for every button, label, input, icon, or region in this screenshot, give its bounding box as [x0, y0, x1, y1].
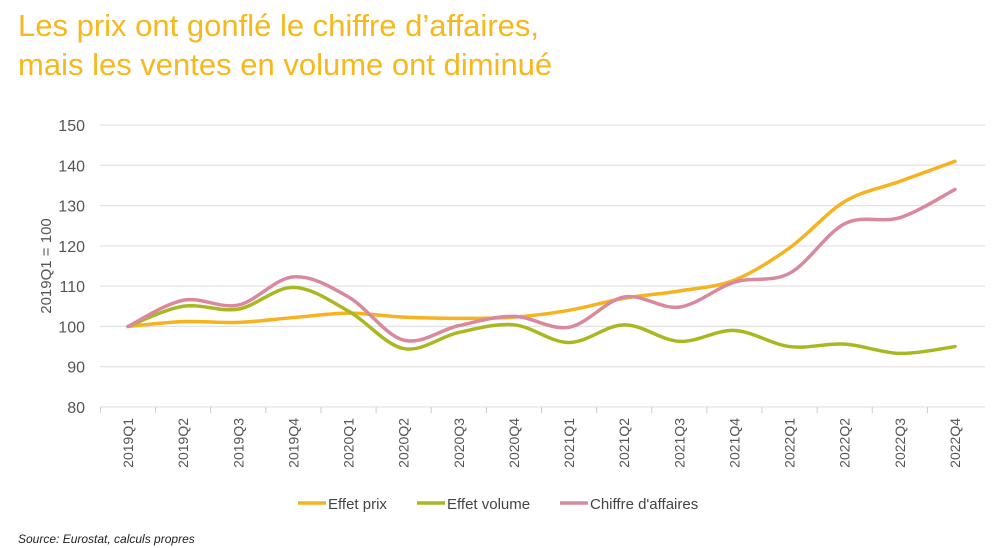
chart-title: Les prix ont gonflé le chiffre d’affaire…: [18, 6, 552, 84]
x-tick-label: 2021Q4: [726, 418, 742, 468]
legend-label: Chiffre d'affaires: [590, 496, 698, 513]
y-tick-label: 120: [58, 239, 85, 256]
y-tick-label: 80: [67, 400, 85, 417]
x-tick-label: 2019Q3: [230, 418, 246, 468]
title-line-1: Les prix ont gonflé le chiffre d’affaire…: [18, 8, 539, 43]
series-line-effet-prix: [126, 159, 957, 329]
y-tick-label: 150: [58, 118, 85, 135]
x-tick-label: 2022Q1: [782, 418, 798, 468]
x-tick-label: 2021Q2: [616, 418, 632, 468]
x-tick-label: 2019Q1: [120, 418, 136, 468]
y-tick-label: 90: [67, 360, 85, 377]
x-tick-label: 2022Q4: [947, 418, 963, 468]
x-tick-label: 2022Q3: [892, 418, 908, 468]
y-tick-label: 100: [58, 319, 85, 336]
x-tick-label: 2022Q2: [837, 418, 853, 468]
x-tick-label: 2021Q3: [671, 418, 687, 468]
x-tick-label: 2020Q4: [506, 418, 522, 468]
x-tick-label: 2020Q2: [396, 418, 412, 468]
series-line-effet-volume: [126, 285, 957, 356]
source-note: Source: Eurostat, calculs propres: [18, 532, 195, 546]
x-tick-label: 2020Q3: [451, 418, 467, 468]
y-tick-label: 140: [58, 158, 85, 175]
x-tick-label: 2019Q2: [175, 418, 191, 468]
x-tick-label: 2019Q4: [285, 418, 301, 468]
legend-label: Effet volume: [447, 496, 530, 513]
y-tick-label: 130: [58, 199, 85, 216]
y-axis-label: 2019Q1 = 100: [38, 218, 55, 314]
y-tick-label: 110: [59, 279, 85, 296]
x-tick-label: 2020Q1: [341, 418, 357, 468]
title-line-2: mais les ventes en volume ont diminué: [18, 47, 553, 82]
x-tick-label: 2021Q1: [561, 418, 577, 468]
series-line-chiffre-d-affaires: [126, 187, 957, 343]
legend-label: Effet prix: [328, 496, 387, 513]
